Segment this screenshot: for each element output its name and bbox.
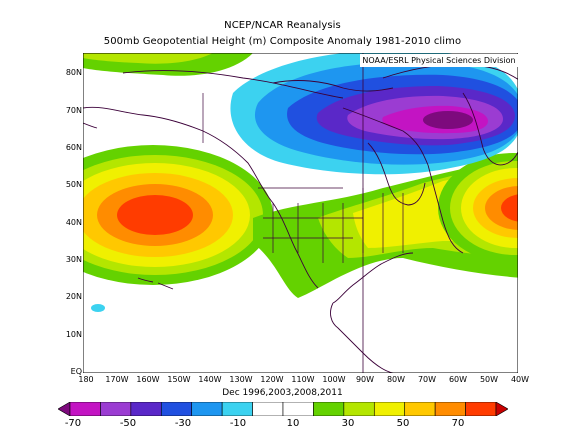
colorbar-label: -50 <box>119 418 137 429</box>
atlantic-positive-anomaly <box>438 153 518 263</box>
colorbar-label: 50 <box>396 418 410 429</box>
colorbar-label: -10 <box>229 418 247 429</box>
lat-label-10n: 10N <box>65 330 82 339</box>
colorbar <box>58 402 508 416</box>
colorbar-segment <box>191 402 223 416</box>
colorbar-label: 70 <box>451 418 465 429</box>
lon-label-140w: 140W <box>198 375 222 384</box>
credit-label: NOAA/ESRL Physical Sciences Division <box>360 54 518 67</box>
colorbar-label: -30 <box>174 418 192 429</box>
colorbar-segment <box>343 402 375 416</box>
lon-label-80w: 80W <box>386 375 406 384</box>
colorbar-segment <box>313 402 345 416</box>
lat-label-eq: EQ <box>70 367 82 376</box>
lon-label-90w: 90W <box>355 375 375 384</box>
coastlines <box>83 64 518 373</box>
colorbar-segment <box>282 402 314 416</box>
lon-label-110w: 110W <box>291 375 315 384</box>
lat-label-50n: 50N <box>65 180 82 189</box>
colorbar-label: -70 <box>64 418 82 429</box>
lon-label-120w: 120W <box>260 375 284 384</box>
lat-label-40n: 40N <box>65 218 82 227</box>
borders <box>202 93 404 263</box>
lon-label-40w: 40W <box>510 375 530 384</box>
title-line-2: 500mb Geopotential Height (m) Composite … <box>103 36 462 47</box>
canada-negative-anomaly <box>230 53 518 175</box>
lat-label-20n: 20N <box>65 292 82 301</box>
colorbar-label: 10 <box>286 418 300 429</box>
colorbar-low-arrow <box>58 402 71 416</box>
pacific-positive-anomaly <box>83 145 273 285</box>
lon-label-130w: 130W <box>229 375 253 384</box>
lon-label-60w: 60W <box>448 375 468 384</box>
colorbar-segment <box>100 402 132 416</box>
lat-label-30n: 30N <box>65 255 82 264</box>
lon-label-150w: 150W <box>167 375 191 384</box>
lat-label-80n: 80N <box>65 68 82 77</box>
colorbar-segment <box>130 402 162 416</box>
lon-label-180: 180 <box>78 375 94 384</box>
lat-label-70n: 70N <box>65 106 82 115</box>
date-subtitle: Dec 1996,2003,2008,2011 <box>222 388 343 398</box>
colorbar-segment <box>252 402 284 416</box>
lon-label-50w: 50W <box>479 375 499 384</box>
lat-label-60n: 60N <box>65 143 82 152</box>
colorbar-segment <box>221 402 253 416</box>
colorbar-label: 30 <box>341 418 355 429</box>
colorbar-segment <box>160 402 193 416</box>
colorbar-segment <box>465 402 497 416</box>
lon-label-170w: 170W <box>105 375 129 384</box>
colorbar-high-arrow <box>495 402 508 416</box>
colorbar-segment <box>69 402 101 416</box>
lon-label-160w: 160W <box>136 375 160 384</box>
colorbar-segment <box>404 402 436 416</box>
lon-label-70w: 70W <box>417 375 437 384</box>
colorbar-segment <box>373 402 406 416</box>
lon-label-100w: 100W <box>322 375 346 384</box>
anomaly-map <box>83 53 518 373</box>
colorbar-segment <box>434 402 466 416</box>
title-line-1: NCEP/NCAR Reanalysis <box>224 20 341 31</box>
